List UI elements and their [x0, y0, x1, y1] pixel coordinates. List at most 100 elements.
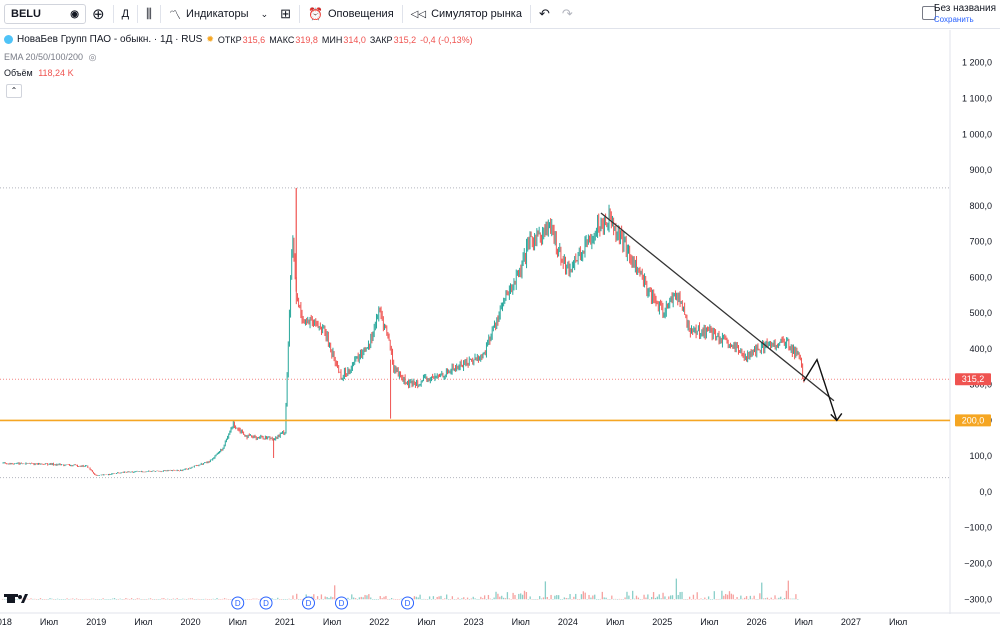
volume-bar: [734, 599, 736, 600]
layout-title[interactable]: Без названия Сохранить: [934, 3, 996, 25]
volume-bar: [576, 599, 579, 600]
alerts-button[interactable]: ⏰ Оповещения: [302, 0, 400, 28]
layout-name: Без названия: [933, 3, 996, 14]
volume-bar: [679, 592, 681, 600]
volume-bar: [134, 599, 137, 600]
volume-bar: [36, 599, 38, 600]
volume-bar: [102, 598, 104, 600]
volume-bar: [791, 598, 793, 600]
volume-bar: [728, 591, 731, 600]
volume-bar: [751, 598, 753, 600]
layout-checkbox[interactable]: [922, 6, 936, 20]
volume-bar: [419, 594, 421, 600]
volume-bar: [601, 591, 603, 600]
volume-bar: [611, 595, 613, 600]
y-tick-label: 1 100,0: [962, 94, 992, 104]
volume-bar: [533, 599, 535, 600]
volume-bar: [167, 598, 169, 600]
volume-bar: [354, 598, 357, 600]
interval-button[interactable]: Д: [116, 0, 135, 28]
y-tick-label: 700,0: [969, 237, 992, 247]
volume-bar: [47, 599, 49, 600]
chart-type-button[interactable]: ⫼: [140, 0, 158, 28]
volume-bar: [512, 592, 514, 600]
symbol-logo-icon: [4, 35, 13, 44]
chevron-down-icon: ⌄: [980, 35, 988, 46]
volume-bar: [20, 598, 23, 600]
volume-bar: [446, 594, 448, 600]
volume-bar: [89, 599, 91, 600]
currency-selector[interactable]: RUB ⌄: [956, 34, 992, 48]
eye-off-icon[interactable]: ◎: [88, 52, 97, 62]
volume-bar: [719, 598, 721, 600]
volume-bar: [206, 599, 209, 600]
volume-bar: [561, 599, 564, 600]
volume-bar: [165, 599, 167, 600]
volume-bar: [62, 599, 64, 600]
volume-bar: [301, 599, 304, 600]
volume-bar: [389, 598, 391, 600]
y-tick-label: −200,0: [964, 559, 992, 569]
volume-bar: [466, 597, 469, 600]
volume-bar: [377, 599, 379, 600]
layout-button[interactable]: ⊞: [274, 0, 297, 28]
volume-bar: [339, 599, 342, 600]
indicators-button[interactable]: 〽 Индикаторы ⌄: [163, 0, 274, 28]
volume-bar: [163, 598, 165, 600]
volume-bar: [318, 599, 321, 600]
currency-label: RUB: [960, 36, 980, 46]
volume-bar: [220, 599, 222, 600]
volume-bar: [586, 599, 588, 600]
volume-bar: [394, 599, 397, 600]
volume-bar: [793, 598, 795, 600]
y-tick-label: 100,0: [969, 451, 992, 461]
symbol-search[interactable]: BELU ◉: [4, 4, 86, 24]
dividend-marker-letter: D: [405, 599, 411, 608]
volume-bar: [683, 599, 685, 600]
collapse-legend-button[interactable]: ⌃: [6, 84, 22, 98]
x-tick-label: Июл: [229, 617, 247, 627]
volume-bar: [256, 598, 258, 600]
volume-bar: [309, 599, 311, 600]
volume-bar: [480, 596, 482, 600]
divider: [112, 5, 114, 23]
volume-bar: [345, 599, 347, 600]
x-tick-label: 2019: [86, 617, 106, 627]
low-label: МИН: [321, 34, 343, 45]
volume-bar: [316, 596, 319, 600]
volume-bar: [151, 599, 154, 600]
ema-legend[interactable]: EMA 20/50/100/200 ◎: [4, 52, 96, 63]
volume-bar: [664, 596, 666, 600]
volume-bar: [142, 599, 144, 600]
volume-bar: [185, 599, 188, 600]
volume-bar: [222, 598, 224, 600]
volume-bar: [476, 599, 478, 600]
volume-bar: [428, 596, 431, 600]
price-axis-background: [950, 30, 1000, 614]
volume-bar: [493, 597, 495, 600]
volume-bar: [235, 599, 237, 600]
volume-bar: [514, 594, 516, 600]
candles-icon: ⫼: [146, 6, 153, 21]
volume-bar: [294, 599, 296, 600]
volume-bar: [704, 597, 706, 600]
volume-bar: [58, 599, 61, 600]
volume-bar: [590, 597, 592, 600]
replay-button[interactable]: ◁◁ Симулятор рынка: [405, 0, 528, 28]
volume-bar: [639, 599, 641, 600]
volume-bar: [184, 598, 186, 600]
volume-bar: [277, 597, 279, 600]
volume-bar: [96, 599, 99, 600]
volume-bar: [542, 597, 545, 600]
volume-bar: [595, 599, 598, 600]
compare-button[interactable]: ⊕: [86, 0, 111, 28]
undo-button[interactable]: ↶: [533, 0, 556, 28]
volume-bar: [700, 598, 702, 600]
volume-bar: [797, 599, 799, 600]
redo-button[interactable]: ↷: [556, 0, 579, 28]
volume-bar: [415, 596, 417, 600]
volume-bar: [9, 598, 11, 600]
volume-bar: [297, 599, 300, 600]
eye-icon[interactable]: ◉: [70, 8, 79, 20]
